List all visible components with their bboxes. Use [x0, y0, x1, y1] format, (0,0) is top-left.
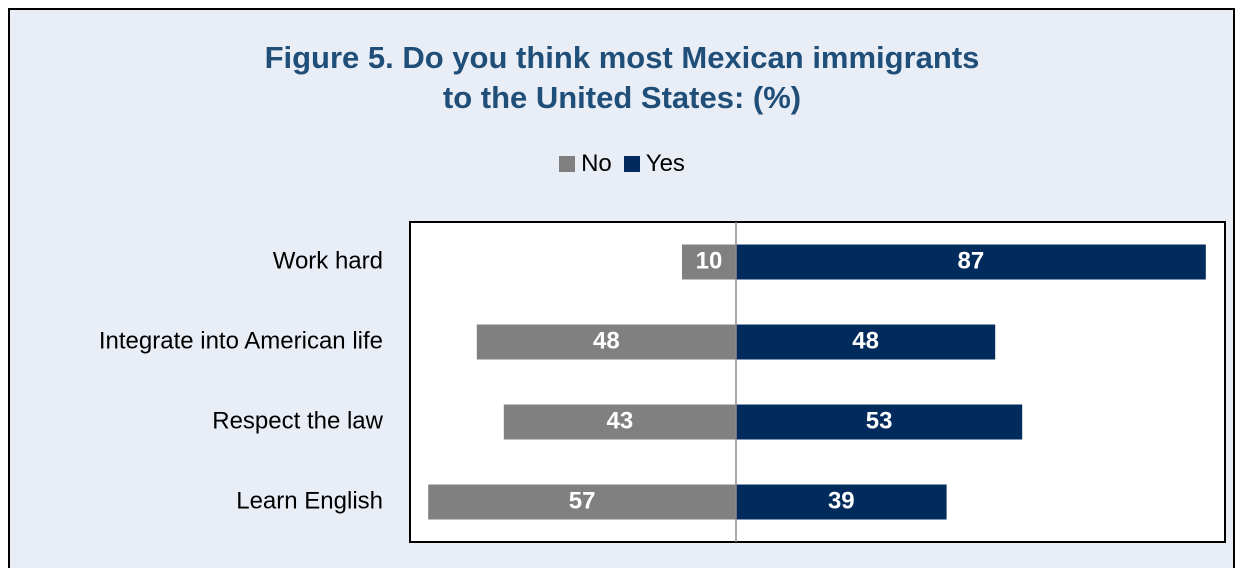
bar-yes-integrate-into-american-life	[736, 324, 996, 360]
legend-swatch-no	[559, 156, 576, 172]
bar-yes-learn-english	[736, 484, 947, 520]
chart-title: Figure 5. Do you think most Mexican immi…	[0, 38, 1244, 118]
chart-title-line-2: to the United States: (%)	[442, 80, 802, 115]
data-label-no-respect-the-law: 43	[607, 407, 634, 434]
data-label-yes-work-hard: 87	[958, 247, 985, 274]
data-label-no-work-hard: 10	[696, 247, 723, 274]
legend-label-yes: Yes	[645, 150, 685, 177]
legend-label-no: No	[581, 150, 612, 177]
bar-yes-respect-the-law	[736, 404, 1023, 440]
category-label-learn-english: Learn English	[236, 487, 383, 514]
data-label-yes-integrate-into-american-life: 48	[852, 327, 879, 354]
legend-item-yes: Yes	[623, 150, 685, 178]
bar-no-integrate-into-american-life	[476, 324, 736, 360]
category-label-work-hard: Work hard	[273, 247, 383, 274]
bar-yes-work-hard	[736, 244, 1206, 280]
data-label-yes-respect-the-law: 53	[866, 407, 893, 434]
data-label-no-learn-english: 57	[569, 487, 596, 514]
legend-item-no: No	[559, 150, 612, 178]
category-label-integrate-into-american-life: Integrate into American life	[99, 327, 383, 354]
data-label-yes-learn-english: 39	[828, 487, 855, 514]
category-label-respect-the-law: Respect the law	[212, 407, 383, 434]
bar-no-learn-english	[428, 484, 736, 520]
chart-legend: No Yes	[0, 150, 1244, 178]
data-label-no-integrate-into-american-life: 48	[593, 327, 620, 354]
bar-no-work-hard	[682, 244, 736, 280]
bar-no-respect-the-law	[503, 404, 736, 440]
chart-title-line-1: Figure 5. Do you think most Mexican immi…	[264, 40, 980, 75]
legend-swatch-yes	[623, 156, 640, 172]
